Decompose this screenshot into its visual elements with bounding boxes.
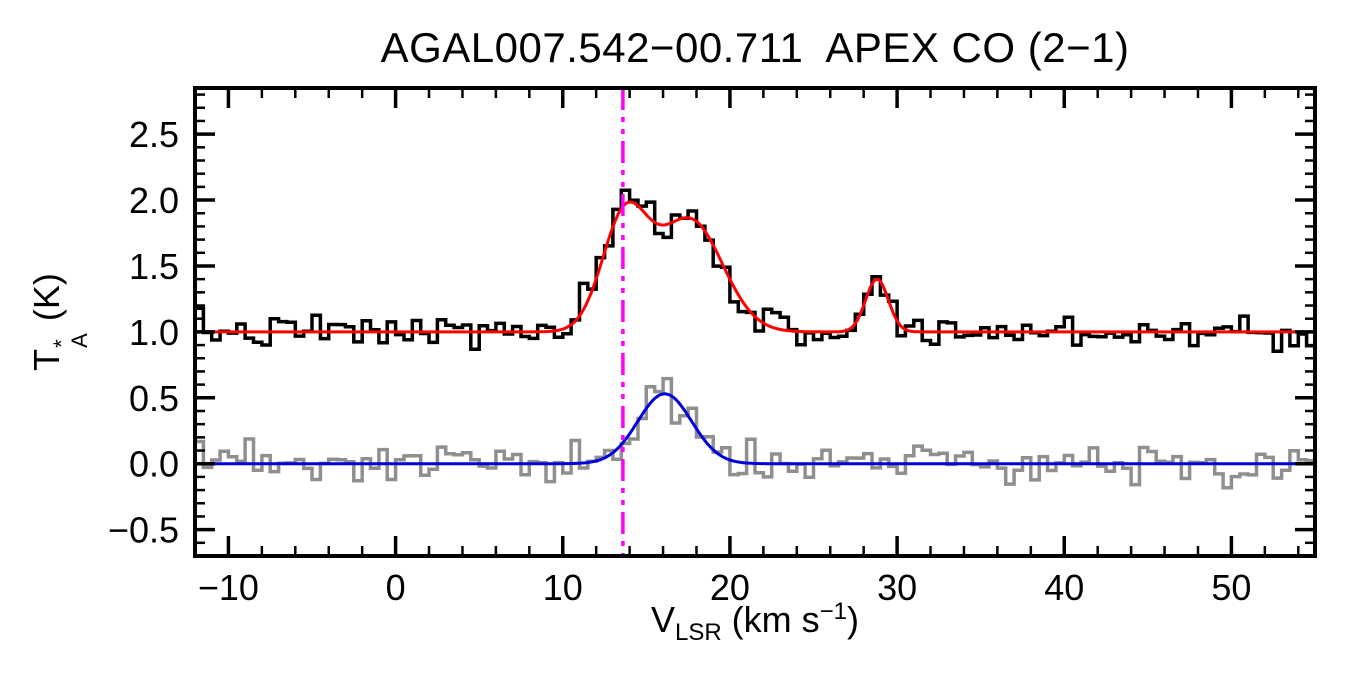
main-gaussian-fit — [195, 200, 1314, 334]
y-tick-label: −0.5 — [108, 510, 179, 551]
y-tick-label: 1.0 — [129, 312, 179, 353]
offset-gaussian-fit — [195, 392, 1314, 466]
data-layer — [195, 88, 1315, 556]
y-tick-label: 0.5 — [129, 378, 179, 419]
x-label-end: ) — [847, 599, 860, 640]
x-tick-label: 30 — [877, 567, 917, 608]
x-tick-label: 50 — [1211, 567, 1251, 608]
y-tick-label: 2.5 — [129, 114, 179, 155]
plot-frame — [193, 86, 1317, 558]
x-label-base: V — [650, 599, 675, 640]
y-tick-label: 0.0 — [129, 444, 179, 485]
y-tick-label: 2.0 — [129, 180, 179, 221]
x-label-superscript: −1 — [819, 598, 848, 625]
main-spectrum-histogram — [195, 188, 1315, 353]
x-tick-label: 40 — [1044, 567, 1084, 608]
offset-spectrum-histogram — [195, 376, 1315, 490]
y-label-scripts: * A — [49, 333, 92, 348]
y-label-rest: (K) — [25, 273, 67, 332]
y-tick-label: 1.5 — [129, 246, 179, 287]
x-tick-label: −10 — [198, 567, 259, 608]
x-axis-label: VLSR (km s−1) — [195, 598, 1315, 647]
y-axis-label: T * A (K) — [25, 273, 92, 371]
x-label-subscript: LSR — [674, 619, 722, 647]
y-label-base: T — [25, 348, 67, 371]
chart-title: AGAL007.542−00.711 APEX CO (2−1) — [380, 24, 1130, 71]
y-label-subscript: A — [66, 333, 92, 348]
x-tick-label: 0 — [386, 567, 406, 608]
x-tick-label: 10 — [543, 567, 583, 608]
x-label-mid: (km s — [721, 599, 820, 640]
x-tick-label: 20 — [710, 567, 750, 608]
